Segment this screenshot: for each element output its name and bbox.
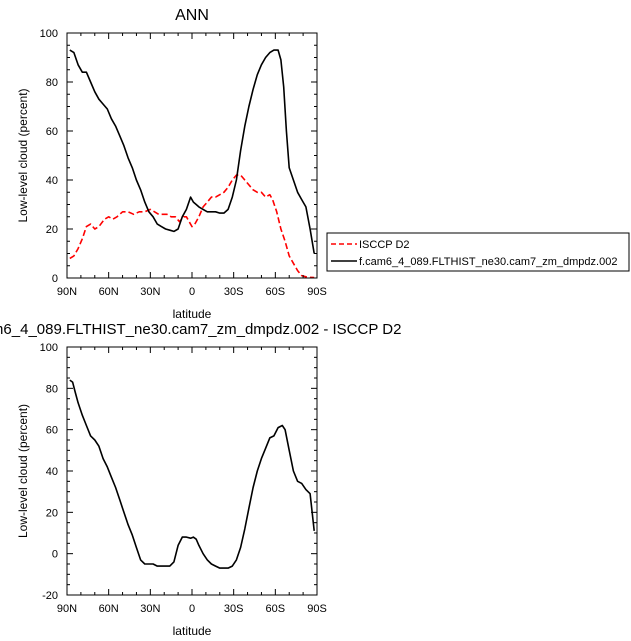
series-line-model bbox=[69, 49, 315, 254]
legend: ISCCP D2 f.cam6_4_089.FLTHIST_ne30.cam7_… bbox=[326, 232, 630, 272]
y-tick-label: 60 bbox=[46, 425, 58, 437]
x-tick-label: 90S bbox=[307, 603, 327, 615]
legend-label-isccp: ISCCP D2 bbox=[359, 239, 410, 251]
top-chart-title: ANN bbox=[175, 7, 209, 24]
x-tick-label: 0 bbox=[189, 286, 195, 298]
x-tick-label: 30S bbox=[224, 603, 244, 615]
top-series-group bbox=[69, 49, 315, 279]
top-y-axis-label: Low-level cloud (percent) bbox=[16, 88, 30, 222]
top-panel: ANN 90N 60N 30N 0 30S 60S 90S 0 20 40 60 80 100 lati… bbox=[16, 7, 327, 321]
y-tick-label: 60 bbox=[46, 126, 58, 138]
x-tick-label: 90N bbox=[57, 603, 77, 615]
x-tick-label: 90N bbox=[57, 286, 77, 298]
y-tick-label: -20 bbox=[42, 590, 58, 602]
x-tick-label: 60S bbox=[266, 603, 286, 615]
bottom-panel: am6_4_089.FLTHIST_ne30.cam7_zm_dmpdz.002… bbox=[0, 321, 401, 638]
x-tick-label: 0 bbox=[189, 603, 195, 615]
series-line-isccp bbox=[69, 174, 315, 279]
y-tick-label: 0 bbox=[52, 549, 58, 561]
y-tick-label: 100 bbox=[40, 28, 58, 40]
x-tick-label: 30S bbox=[224, 286, 244, 298]
x-tick-label: 60N bbox=[99, 603, 119, 615]
y-tick-label: 40 bbox=[46, 466, 58, 478]
y-tick-label: 40 bbox=[46, 175, 58, 187]
y-tick-label: 20 bbox=[46, 507, 58, 519]
x-tick-label: 60S bbox=[266, 286, 286, 298]
series-line-model bbox=[69, 379, 315, 569]
y-tick-label: 100 bbox=[40, 342, 58, 354]
y-tick-label: 0 bbox=[52, 273, 58, 285]
top-x-axis-label: latitude bbox=[173, 307, 212, 321]
top-axis-ticks: 90N 60N 30N 0 30S 60S 90S 0 20 40 60 80 100 bbox=[40, 28, 327, 298]
x-tick-label: 30N bbox=[140, 286, 160, 298]
bottom-plot-frame bbox=[66, 346, 318, 596]
bottom-y-axis-label: Low-level cloud (percent) bbox=[16, 404, 30, 538]
y-tick-label: 80 bbox=[46, 77, 58, 89]
y-tick-label: 20 bbox=[46, 224, 58, 236]
x-tick-label: 30N bbox=[140, 603, 160, 615]
bottom-x-axis-label: latitude bbox=[173, 624, 212, 638]
bottom-axis-ticks: 90N 60N 30N 0 30S 60S 90S -20 0 20 40 60 80 100 bbox=[40, 342, 327, 615]
top-plot-frame bbox=[66, 32, 318, 279]
bottom-chart-title: am6_4_089.FLTHIST_ne30.cam7_zm_dmpdz.002… bbox=[0, 321, 401, 338]
y-tick-label: 80 bbox=[46, 383, 58, 395]
x-tick-label: 60N bbox=[99, 286, 119, 298]
legend-box bbox=[326, 232, 630, 272]
legend-label-model: f.cam6_4_089.FLTHIST_ne30.cam7_zm_dmpdz.… bbox=[359, 256, 617, 268]
bottom-series-group bbox=[69, 379, 315, 569]
x-tick-label: 90S bbox=[307, 286, 327, 298]
